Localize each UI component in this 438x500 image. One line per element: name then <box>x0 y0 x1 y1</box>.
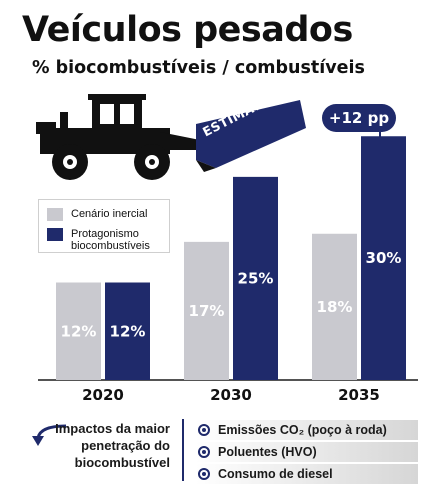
impact-item: Consumo de diesel <box>196 464 418 484</box>
chart-title: Veículos pesados <box>22 10 353 50</box>
bar-value-label: 18% <box>317 298 353 316</box>
legend-item-inercial: Cenário inercial <box>47 208 147 221</box>
legend-item-protagonismo: Protagonismo biocombustíveis <box>47 228 169 252</box>
legend-swatch <box>47 228 63 241</box>
x-tick-label: 2020 <box>82 386 124 404</box>
legend-label: Cenário inercial <box>71 208 148 220</box>
bar-2030-inercial <box>184 241 229 380</box>
x-tick-label: 2030 <box>210 386 252 404</box>
impact-item: Emissões CO₂ (poço à roda) <box>196 420 418 440</box>
impacts-divider <box>182 419 184 481</box>
legend-label: Protagonismo biocombustíveis <box>71 228 150 252</box>
legend-swatch <box>47 208 63 221</box>
bar-2020-inercial <box>56 282 101 380</box>
bar-value-label: 17% <box>189 302 225 320</box>
legend: Cenário inercial Protagonismo biocombust… <box>38 199 170 253</box>
impact-text: Poluentes (HVO) <box>218 445 317 459</box>
x-tick-label: 2035 <box>338 386 380 404</box>
chart-subtitle: % biocombustíveis / combustíveis <box>32 58 365 78</box>
impact-text: Emissões CO₂ (poço à roda) <box>218 423 387 437</box>
target-icon <box>198 446 210 458</box>
bar-value-label: 12% <box>61 322 97 340</box>
bar-value-label: 30% <box>366 249 402 267</box>
impact-text: Consumo de diesel <box>218 467 333 481</box>
bar-value-label: 25% <box>238 269 274 287</box>
impact-item: Poluentes (HVO) <box>196 442 418 462</box>
wheel-loader-icon <box>36 94 306 180</box>
bar-2030-protagonismo <box>233 176 278 380</box>
target-icon <box>198 468 210 480</box>
bar-2035-protagonismo <box>361 136 406 380</box>
bar-value-label: 12% <box>110 322 146 340</box>
bar-2035-inercial <box>312 233 357 380</box>
curved-arrow-icon <box>32 424 67 446</box>
pp-badge: +12 pp <box>322 104 396 132</box>
impacts-label: Impactos da maior penetração do biocombu… <box>55 421 170 470</box>
bar-2020-protagonismo <box>105 282 150 380</box>
target-icon <box>198 424 210 436</box>
